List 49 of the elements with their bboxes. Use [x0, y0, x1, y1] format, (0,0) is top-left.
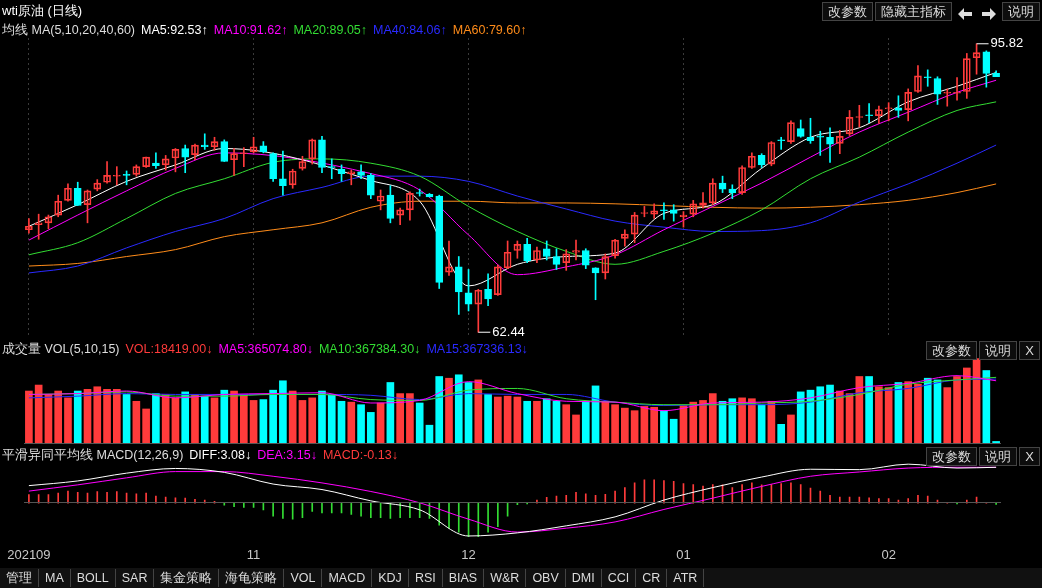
chart-title: wti原油 (日线) — [2, 2, 83, 20]
text: X — [1019, 341, 1040, 360]
text: RSI — [408, 569, 443, 587]
text: MA20:89.05↑ — [293, 23, 368, 37]
series-label: DEA:3.15↓ — [257, 448, 317, 462]
x-tick-label: 12 — [461, 546, 476, 562]
text: KDJ — [372, 569, 409, 587]
text: MA60:79.60↑ — [452, 23, 527, 37]
chart-subtitle: 均线 MA(5,10,20,40,60) — [2, 23, 136, 37]
annotation: 改参数 — [926, 341, 978, 360]
x-tick-label: 02 — [881, 546, 896, 562]
text: MACD:-0.13↓ — [322, 448, 398, 462]
text: DMI — [565, 569, 602, 587]
series-label: DIFF:3.08↓ — [189, 448, 252, 462]
text: 改参数 — [822, 2, 873, 21]
text: MACD — [322, 569, 373, 587]
annotation: 62.44 — [492, 323, 525, 339]
text: ATR — [667, 569, 705, 587]
text: SAR — [115, 569, 155, 587]
chart-subtitle: 成交量 VOL(5,10,15) — [2, 342, 120, 356]
x-tick-label: 01 — [676, 546, 691, 562]
text: 隐藏主指标 — [875, 2, 952, 21]
text: MA15:367336.13↓ — [426, 342, 528, 356]
text: OBV — [526, 569, 566, 587]
text: VOL:18419.00↓ — [125, 342, 213, 356]
annotation: 说明 — [979, 341, 1018, 360]
text: MA — [39, 569, 71, 587]
chart-subtitle: 平滑异同平均线 MACD(12,26,9) — [2, 448, 184, 462]
text: VOL — [284, 569, 323, 587]
text: W&R — [484, 569, 527, 587]
text: 说明 — [979, 447, 1018, 466]
text: 说明 — [1002, 2, 1040, 21]
text: BIAS — [442, 569, 485, 587]
text: MA10:367384.30↓ — [318, 342, 421, 356]
text: BOLL — [70, 569, 116, 587]
text: CR — [636, 569, 668, 587]
text: 集金策略 — [154, 569, 220, 587]
text: CCI — [601, 569, 637, 587]
text: MA5:92.53↑ — [141, 23, 208, 37]
x-tick-label: 202109 — [7, 546, 51, 562]
text: MA5:365074.80↓ — [218, 342, 313, 356]
text: MA40:84.06↑ — [373, 23, 447, 37]
text: MA10:91.62↑ — [213, 23, 288, 37]
text: 海龟策略 — [219, 569, 285, 587]
annotation: 95.82 — [990, 35, 1024, 51]
text: 管理 — [0, 569, 39, 587]
text: 改参数 — [926, 447, 978, 466]
x-tick-label: 11 — [246, 546, 261, 562]
text: X — [1019, 447, 1040, 466]
